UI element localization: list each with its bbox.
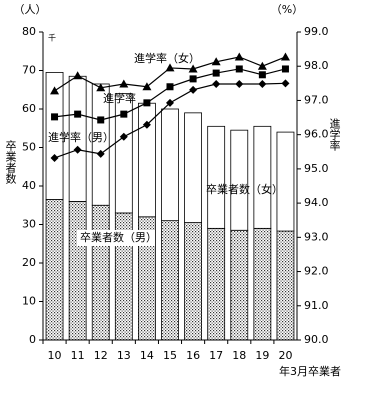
y-unit: （人） xyxy=(14,3,47,16)
y2-tick-label: 97.0 xyxy=(304,93,329,106)
bar xyxy=(230,129,249,231)
marker xyxy=(73,145,82,154)
marker xyxy=(212,69,220,77)
series-label: 卒業者数（女） xyxy=(206,182,283,196)
marker xyxy=(258,80,267,89)
y-tick-label: 0 xyxy=(29,333,36,346)
x-tick-label: 18 xyxy=(232,349,246,362)
bar xyxy=(230,229,249,341)
x-tick-label: 20 xyxy=(278,349,292,362)
marker xyxy=(50,86,60,95)
series-label: 卒業者数（男） xyxy=(80,230,157,244)
marker xyxy=(166,83,174,91)
marker xyxy=(234,52,244,61)
label-bg xyxy=(77,230,155,246)
y-tick-label: 80 xyxy=(22,25,36,38)
bar xyxy=(253,227,272,341)
marker xyxy=(211,57,221,66)
y2-tick-label: 98.0 xyxy=(304,59,329,72)
marker xyxy=(51,113,59,121)
x-tick-label: 11 xyxy=(71,349,85,362)
marker xyxy=(280,52,290,61)
y-unit-scale: 千 xyxy=(48,33,56,43)
bar xyxy=(184,222,202,341)
y-tick-label: 10 xyxy=(22,295,36,308)
y2-tick-label: 91.0 xyxy=(304,299,329,312)
bar xyxy=(91,204,110,341)
y2-tick-label: 90.0 xyxy=(304,333,329,346)
marker xyxy=(96,83,106,92)
y2-tick-label: 94.0 xyxy=(304,196,329,209)
marker xyxy=(165,63,175,72)
marker xyxy=(96,149,105,158)
x-axis-label: 年3月卒業者 xyxy=(279,364,341,378)
bar xyxy=(161,220,179,341)
bar xyxy=(45,72,64,200)
bar xyxy=(161,108,179,222)
x-tick-label: 17 xyxy=(209,349,223,362)
y2-unit: （%） xyxy=(271,3,303,16)
series-label: 進学率（男） xyxy=(48,130,114,144)
x-tick-label: 13 xyxy=(117,349,131,362)
marker xyxy=(166,98,174,107)
marker xyxy=(235,65,243,73)
y2-tick-label: 99.0 xyxy=(304,25,329,38)
marker xyxy=(212,80,221,89)
marker xyxy=(143,99,151,107)
marker xyxy=(119,132,128,141)
bar xyxy=(68,200,87,341)
marker xyxy=(74,110,82,118)
marker xyxy=(188,64,198,73)
series-label: 進学率 xyxy=(103,91,136,105)
x-tick-label: 15 xyxy=(163,349,177,362)
bar xyxy=(253,125,272,229)
x-tick-label: 12 xyxy=(94,349,108,362)
marker xyxy=(142,82,152,91)
y2-tick-label: 95.0 xyxy=(304,162,329,175)
marker xyxy=(119,79,129,88)
y-tick-label: 40 xyxy=(22,179,36,192)
bar xyxy=(276,131,295,232)
bar xyxy=(138,102,156,218)
marker xyxy=(120,110,128,118)
y-axis-label: 卒業者数 xyxy=(4,139,17,185)
marker xyxy=(189,85,198,94)
y2-tick-label: 96.0 xyxy=(304,128,329,141)
bar xyxy=(45,199,64,341)
x-tick-label: 19 xyxy=(255,349,269,362)
marker xyxy=(97,116,105,124)
bar xyxy=(207,227,226,341)
x-tick-label: 10 xyxy=(48,349,62,362)
y2-axis-label: 進学率 xyxy=(328,118,341,152)
marker xyxy=(189,75,197,83)
y-tick-label: 60 xyxy=(22,102,36,115)
y-tick-label: 30 xyxy=(22,218,36,231)
marker xyxy=(50,153,59,162)
marker xyxy=(235,80,244,89)
marker xyxy=(73,71,83,80)
y2-tick-label: 93.0 xyxy=(304,230,329,243)
marker xyxy=(258,71,266,79)
x-tick-label: 16 xyxy=(186,349,200,362)
bar xyxy=(114,93,133,214)
y-tick-label: 20 xyxy=(22,256,36,269)
bar xyxy=(276,230,295,341)
marker xyxy=(257,61,267,70)
marker xyxy=(281,65,289,73)
marker xyxy=(142,120,151,129)
marker xyxy=(281,79,290,88)
series-label: 進学率（女） xyxy=(134,51,200,65)
bar xyxy=(207,125,226,229)
y-tick-label: 50 xyxy=(22,141,36,154)
y2-tick-label: 92.0 xyxy=(304,265,329,278)
bar xyxy=(184,112,202,223)
x-tick-label: 14 xyxy=(140,349,154,362)
y-tick-label: 70 xyxy=(22,64,36,77)
